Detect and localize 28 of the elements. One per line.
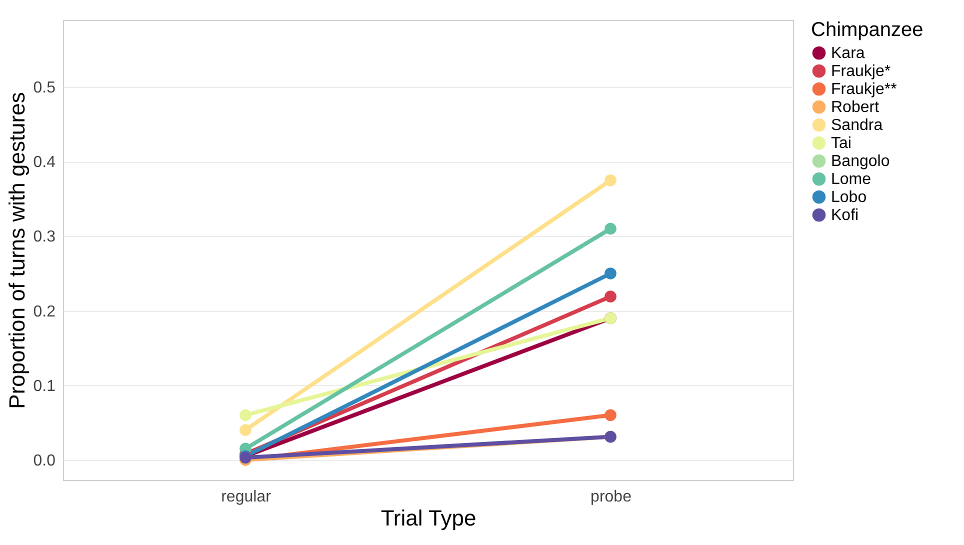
legend-label: Bangolo	[831, 153, 890, 170]
x-tick-label: regular	[221, 488, 272, 506]
point	[604, 268, 616, 280]
point	[604, 290, 616, 302]
legend-label: Kara	[831, 45, 865, 62]
point	[604, 222, 616, 235]
point	[604, 409, 616, 422]
y-tick-label: 0.1	[33, 378, 56, 395]
y-axis-title: Proportion of turns with gestures	[4, 92, 30, 409]
legend-label: Sandra	[831, 117, 883, 134]
point	[240, 424, 252, 436]
y-tick-label: 0.5	[33, 80, 56, 97]
legend-label: Fraukje*	[831, 63, 891, 80]
legend-label: Fraukje**	[831, 81, 897, 98]
legend-label: Lobo	[831, 189, 867, 206]
point	[604, 174, 616, 186]
legend-label: Lome	[831, 171, 872, 188]
x-axis-title: Trial Type	[380, 506, 476, 530]
y-tick-label: 0.2	[33, 303, 56, 320]
legend-label: Kofi	[831, 207, 859, 224]
legend-label: Tai	[831, 135, 852, 152]
legend-label: Robert	[831, 99, 880, 116]
legend-title: Chimpanzee	[811, 19, 924, 41]
y-tick-label: 0.0	[33, 452, 56, 470]
y-tick-label: 0.3	[33, 228, 56, 246]
point	[240, 409, 252, 422]
y-tick-label: 0.4	[33, 154, 56, 172]
x-tick-label: probe	[590, 488, 632, 506]
